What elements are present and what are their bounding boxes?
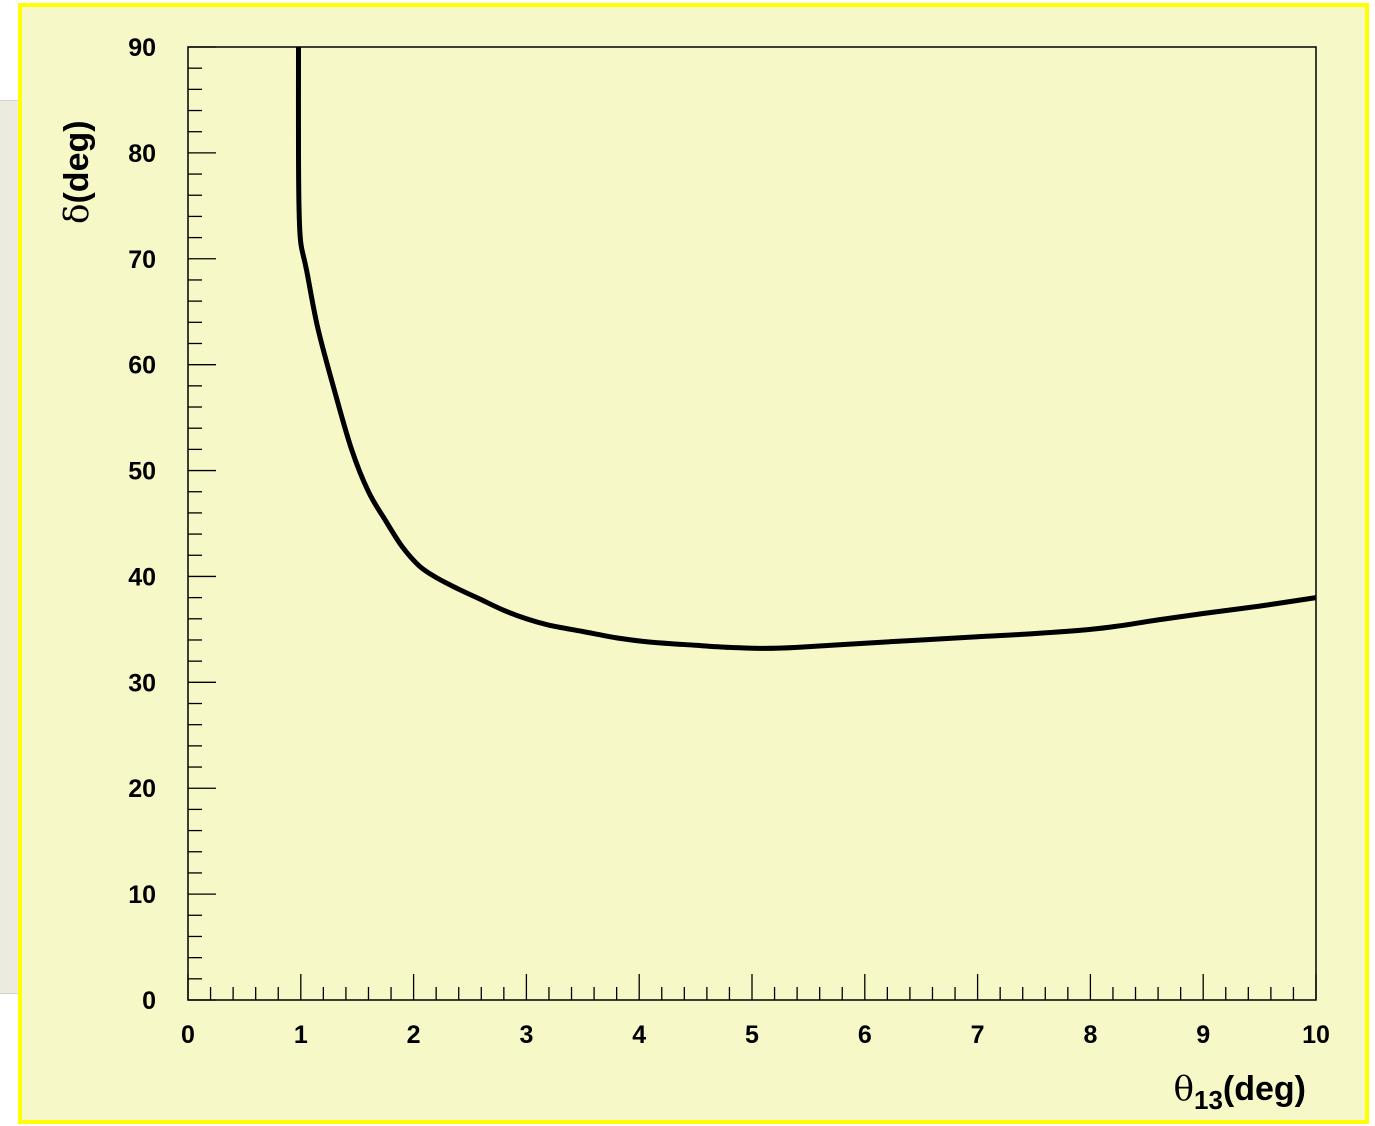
x-tick-label: 10 [1302, 1021, 1330, 1049]
x-tick-label: 9 [1196, 1021, 1210, 1049]
x-axis-unit: (deg) [1223, 1070, 1306, 1108]
y-tick-label: 10 [128, 881, 156, 909]
x-tick-label: 4 [632, 1021, 646, 1049]
y-tick-label: 70 [128, 246, 156, 274]
x-tick-label: 6 [858, 1021, 872, 1049]
y-axis-unit: (deg) [58, 120, 96, 203]
x-tick-label: 5 [745, 1021, 759, 1049]
x-tick-label: 2 [407, 1021, 421, 1049]
x-axis-symbol: θ [1174, 1069, 1194, 1109]
ticks-layer [187, 46, 1317, 1001]
y-tick-label: 50 [128, 458, 156, 486]
x-axis-subscript: 13 [1194, 1085, 1223, 1115]
series-line [295, 46, 1317, 651]
x-tick-label: 7 [971, 1021, 985, 1049]
y-tick-label: 80 [128, 140, 156, 168]
chart-frame [18, 3, 1369, 1124]
x-tick-label: 0 [181, 1021, 195, 1049]
x-tick-label: 8 [1083, 1021, 1097, 1049]
background-side-panel [0, 100, 22, 994]
y-tick-label: 30 [128, 669, 156, 697]
plot-area [187, 46, 1317, 1001]
y-tick-label: 90 [128, 34, 156, 62]
x-axis-title: θ13(deg) [1174, 1069, 1307, 1115]
y-tick-label: 0 [142, 987, 156, 1015]
y-tick-label: 60 [128, 352, 156, 380]
y-axis-title: δ(deg) [57, 120, 97, 224]
y-tick-label: 20 [128, 775, 156, 803]
y-tick-label: 40 [128, 563, 156, 591]
x-tick-label: 3 [519, 1021, 533, 1049]
y-axis-symbol: δ [57, 204, 97, 224]
x-tick-label: 1 [294, 1021, 308, 1049]
tick-labels: 0 1 2 3 4 5 6 7 8 9 10 0 10 20 30 40 50 60 70 80 90 [128, 34, 1330, 1049]
